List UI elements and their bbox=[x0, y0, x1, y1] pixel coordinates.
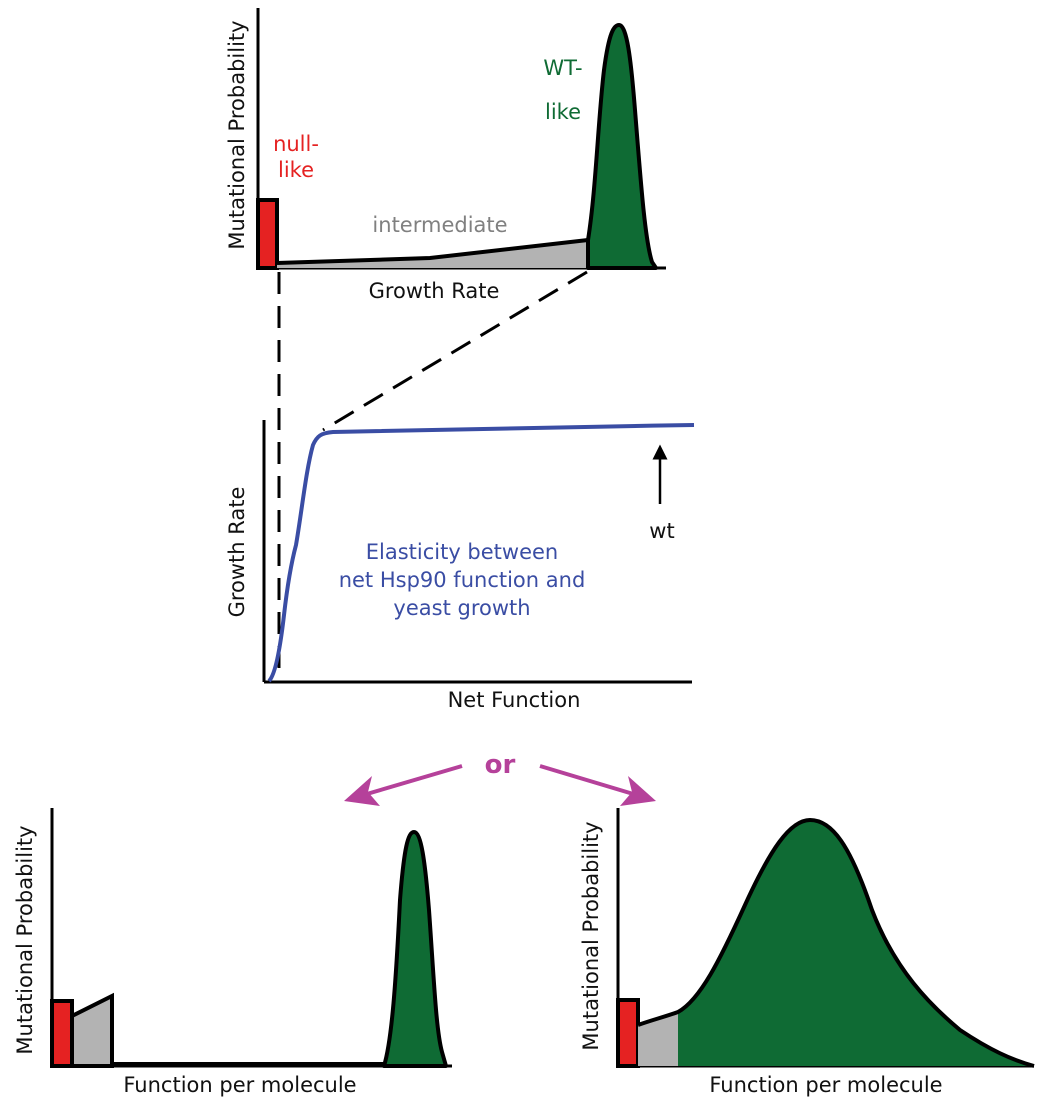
middle-xlabel: Net Function bbox=[448, 688, 581, 712]
br-intermediate-wedge bbox=[638, 1012, 678, 1066]
or-right-arrow-shaft bbox=[539, 764, 641, 798]
middle-ylabel: Growth Rate bbox=[225, 487, 249, 618]
elasticity-curve bbox=[267, 423, 695, 683]
dash-wt-connector bbox=[322, 270, 588, 432]
top-intermediate-outline bbox=[276, 238, 589, 265]
top-ylabel: Mutational Probability bbox=[225, 20, 249, 249]
top-null-label-2: like bbox=[278, 158, 314, 182]
br-distribution-outline bbox=[637, 817, 1035, 1068]
or-split-arrows-icon: or bbox=[344, 750, 656, 806]
br-xlabel: Function per molecule bbox=[709, 1073, 942, 1097]
top-wt-label-1: WT- bbox=[543, 56, 582, 80]
bl-ylabel: Mutational Probability bbox=[13, 825, 37, 1054]
middle-panel: wt Elasticity between net Hsp90 function… bbox=[225, 420, 695, 712]
bl-intermediate-wedge bbox=[70, 992, 114, 1068]
top-intermediate-label: intermediate bbox=[372, 213, 507, 237]
top-panel: Mutational Probability Growth Rate null-… bbox=[225, 8, 666, 303]
br-null-bar bbox=[616, 998, 640, 1068]
top-null-label-1: null- bbox=[273, 132, 319, 156]
br-ylabel: Mutational Probability bbox=[579, 821, 603, 1050]
top-xlabel: Growth Rate bbox=[369, 279, 500, 303]
connector-dashes bbox=[277, 270, 588, 680]
middle-caption-3: yeast growth bbox=[393, 596, 530, 620]
or-label: or bbox=[485, 750, 516, 780]
bl-null-bar bbox=[50, 999, 74, 1068]
or-left-arrow-head bbox=[344, 776, 380, 806]
top-wt-label-2: like bbox=[545, 100, 581, 124]
bottom-right-panel: Mutational Probability Function per mole… bbox=[579, 808, 1035, 1097]
br-wt-bump bbox=[678, 820, 1034, 1066]
middle-caption-2: net Hsp90 function and bbox=[339, 568, 586, 592]
bl-wt-peak bbox=[382, 830, 448, 1068]
bottom-left-panel: Mutational Probability Function per mole… bbox=[13, 808, 452, 1097]
top-null-bar bbox=[256, 198, 279, 270]
top-wt-peak bbox=[586, 23, 658, 270]
middle-caption-1: Elasticity between bbox=[366, 540, 559, 564]
wt-arrow-label: wt bbox=[649, 519, 674, 543]
or-right-arrow-head bbox=[620, 776, 656, 806]
bl-xlabel: Function per molecule bbox=[123, 1073, 356, 1097]
or-left-arrow-shaft bbox=[359, 764, 463, 798]
